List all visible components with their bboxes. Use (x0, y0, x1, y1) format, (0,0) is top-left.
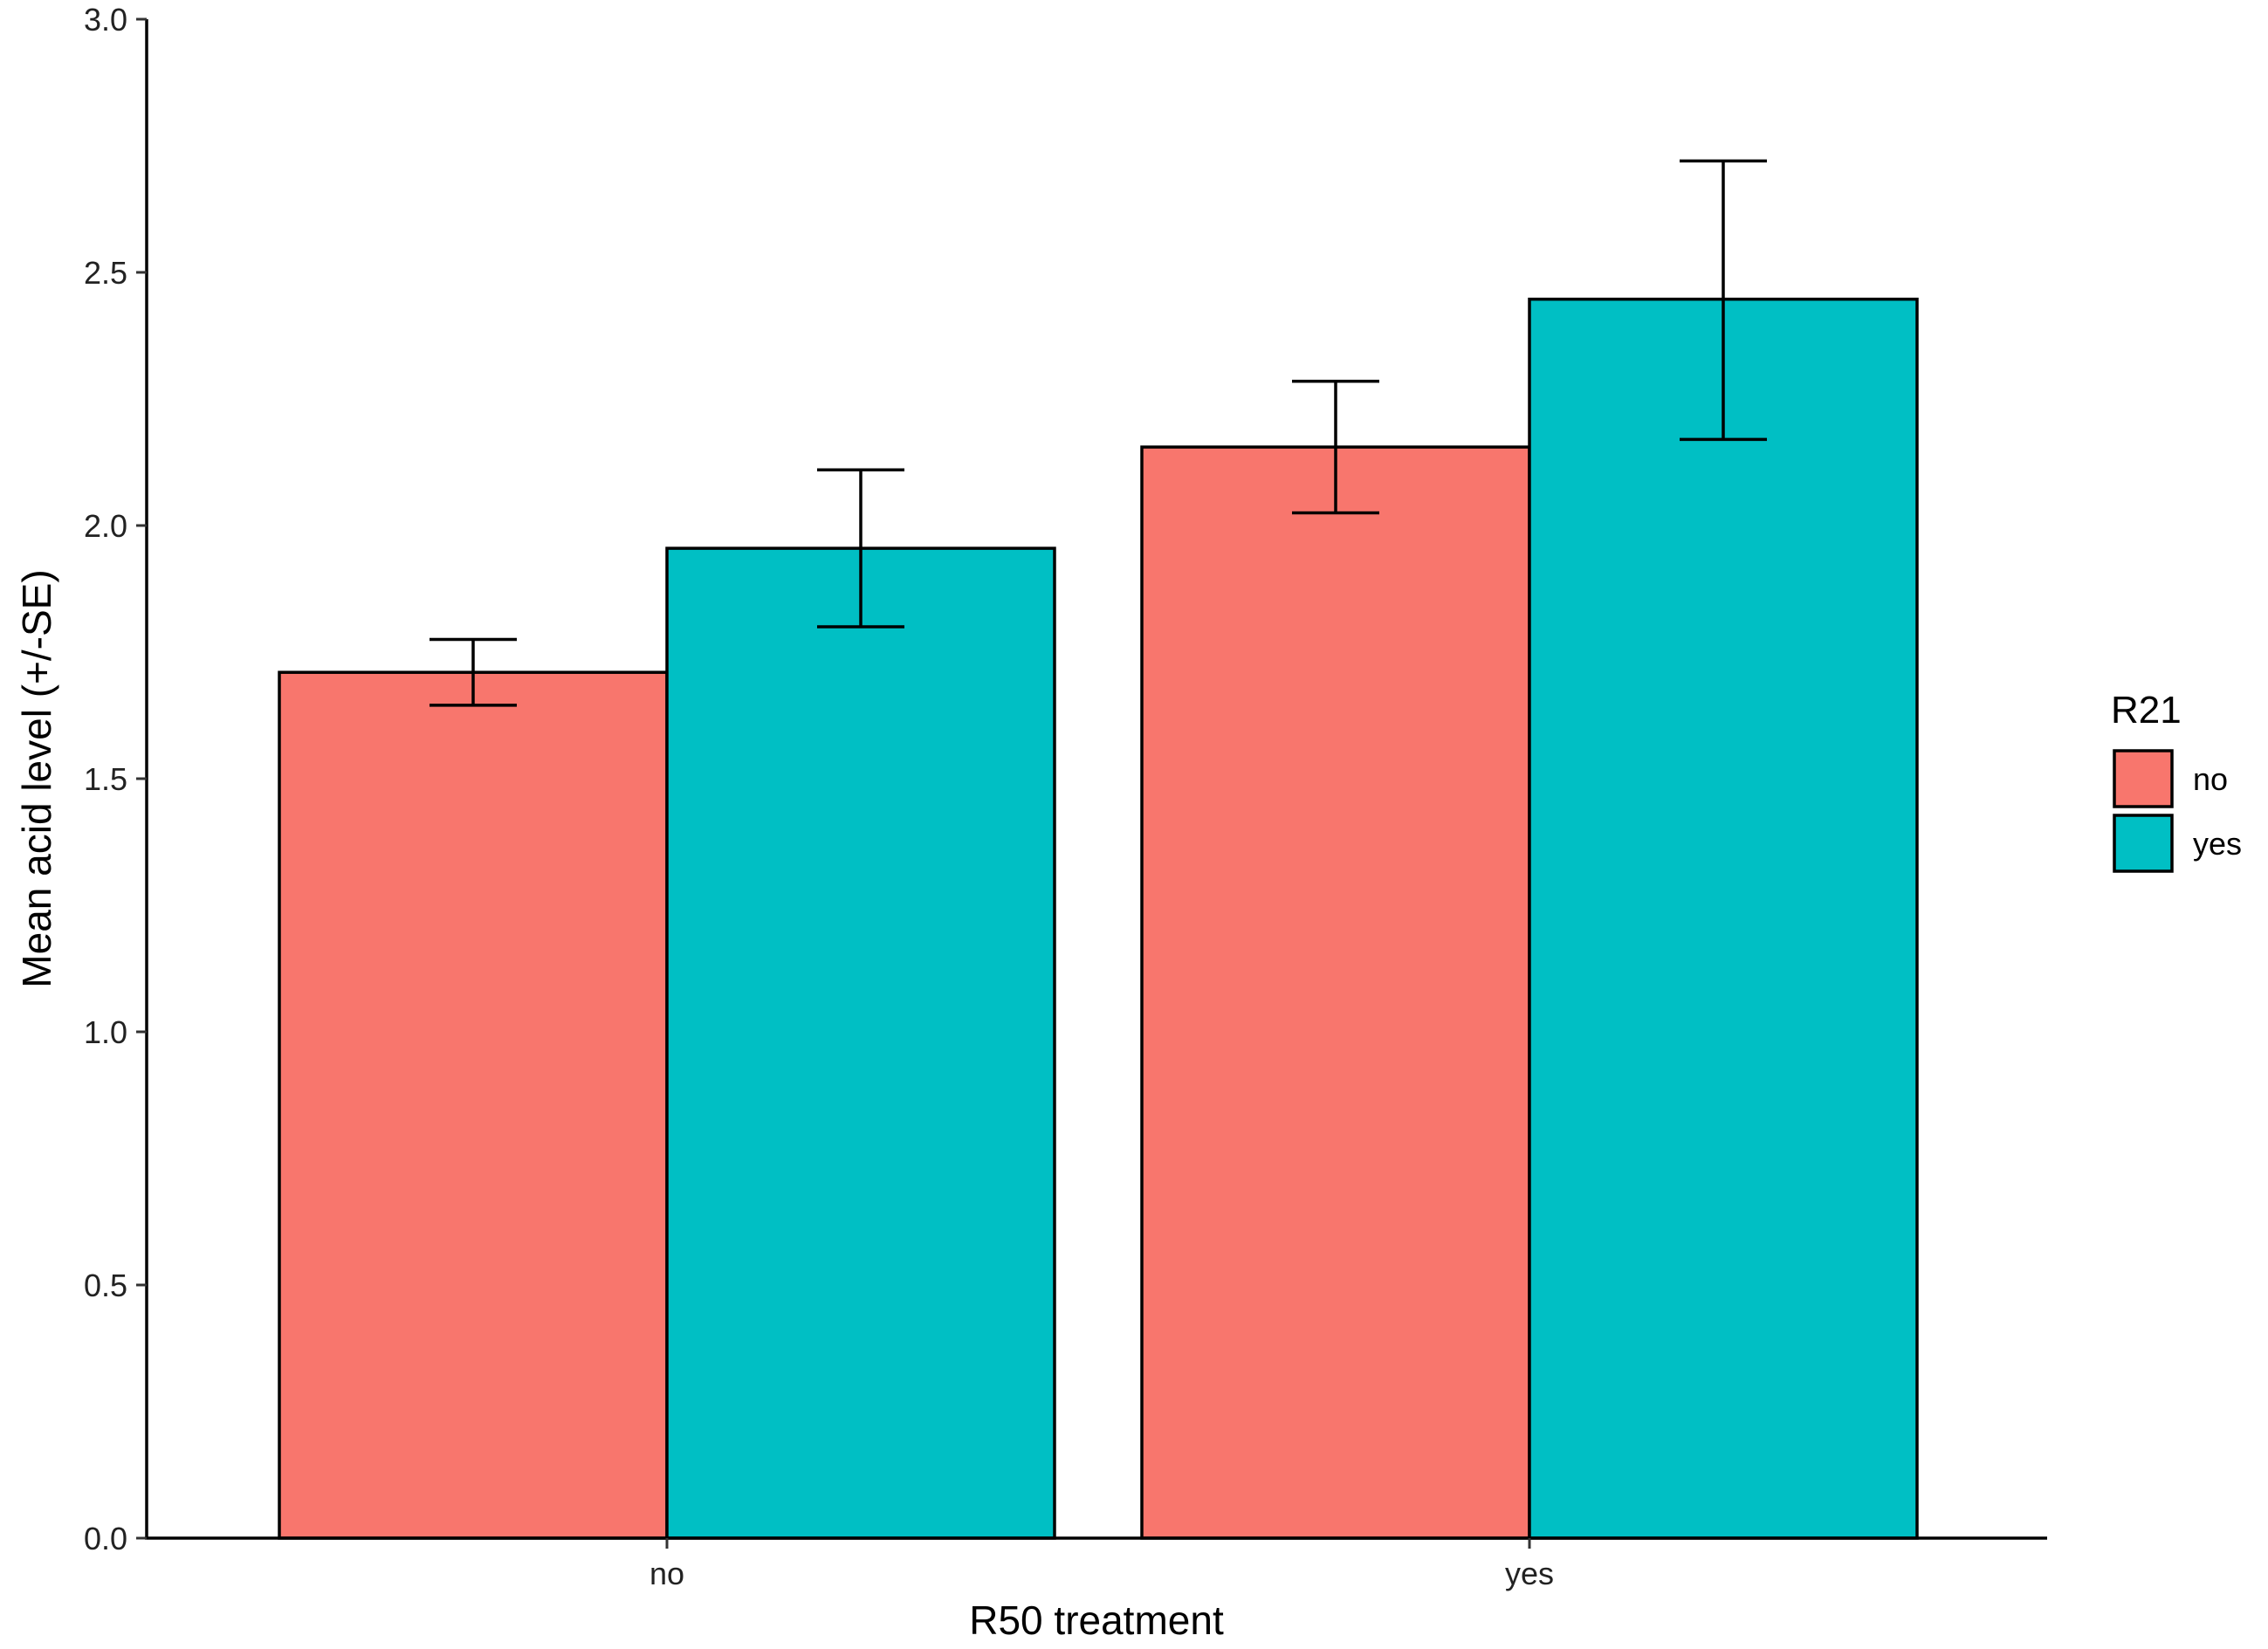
x-tick-label: yes (1505, 1556, 1554, 1591)
error-bars-layer (430, 159, 1767, 707)
y-ticks: 0.0 0.5 1.0 1.5 2.0 2.5 3.0 (84, 2, 147, 1556)
y-tick-label: 1.5 (84, 761, 127, 797)
y-axis-title: Mean acid level (+/-SE) (14, 569, 59, 987)
legend-label-no: no (2193, 761, 2228, 797)
x-ticks: no yes (649, 1538, 1554, 1591)
bar-no-no (278, 670, 669, 1540)
bar-yes-no (665, 546, 1056, 1540)
y-tick-label: 0.5 (84, 1268, 127, 1303)
y-tick-label: 2.5 (84, 255, 127, 291)
error-bar-no-yes (1292, 379, 1379, 515)
error-bar-yes-yes (1680, 159, 1767, 442)
x-tick-label: no (649, 1556, 684, 1591)
bar-no-yes (1140, 445, 1531, 1540)
legend-label-yes: yes (2193, 826, 2242, 862)
y-tick-label: 3.0 (84, 2, 127, 38)
legend-key-no (2113, 749, 2174, 808)
error-bar-yes-no (817, 468, 904, 629)
y-tick-label: 0.0 (84, 1521, 127, 1556)
bar-yes-yes (1528, 297, 1919, 1540)
y-tick-label: 1.0 (84, 1014, 127, 1050)
legend-items: no yes (2113, 749, 2242, 873)
error-bar-no-no (430, 637, 517, 707)
legend: R21 no yes (2111, 689, 2242, 873)
bars-layer (278, 297, 1919, 1540)
x-axis-title: R50 treatment (969, 1597, 1224, 1643)
legend-key-yes (2113, 814, 2174, 873)
y-tick-label: 2.0 (84, 508, 127, 544)
legend-title: R21 (2111, 689, 2182, 732)
